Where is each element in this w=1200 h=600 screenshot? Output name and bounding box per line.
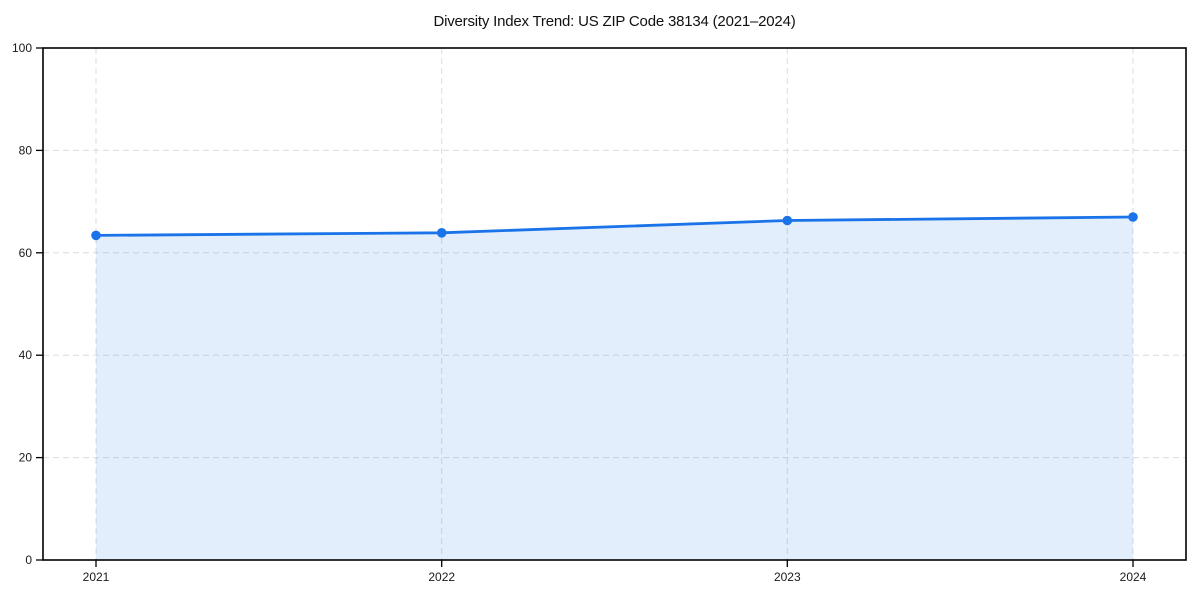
plot-frame [42,47,1187,561]
x-axis-tick-label: 2021 [83,570,110,584]
y-axis-tick-label: 0 [25,553,32,567]
trend-line [94,215,1135,237]
area-fill [96,217,1133,560]
x-axis-tick-label: 2022 [428,570,455,584]
data-point-marker [1128,212,1138,222]
data-point-marker [782,215,793,226]
y-axis-tick-label: 100 [12,41,32,55]
y-axis-tick-label: 40 [19,348,33,362]
y-axis-tick-label: 60 [19,246,33,260]
x-axis-tick-label: 2024 [1120,570,1147,584]
y-axis-tick-label: 80 [19,143,33,157]
data-point-marker [91,230,101,241]
y-axis-tick-label: 20 [19,451,33,465]
chart-title: Diversity Index Trend: US ZIP Code 38134… [433,13,796,30]
data-point-marker [436,228,447,238]
x-axis-tick-label: 2023 [774,570,801,584]
